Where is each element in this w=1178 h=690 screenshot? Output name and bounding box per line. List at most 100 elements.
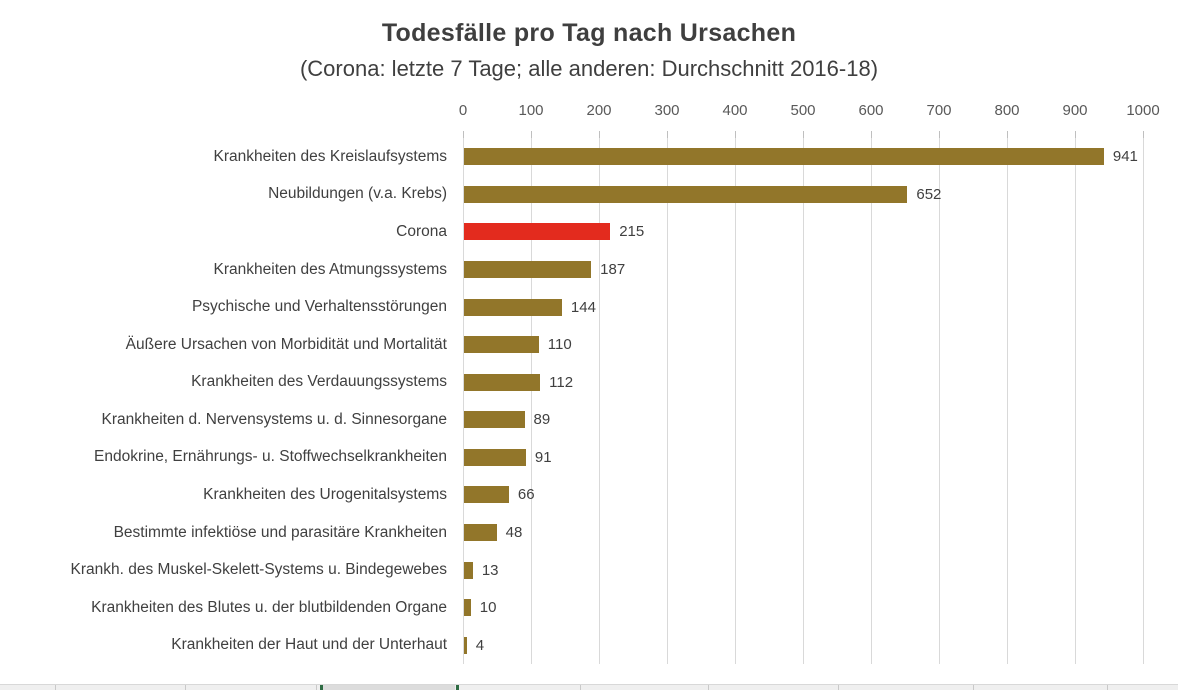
x-axis-tick-label: 500 xyxy=(790,102,816,119)
x-axis-tick-label: 100 xyxy=(518,102,544,119)
bar-row: Corona 215 xyxy=(0,213,1178,251)
bar xyxy=(464,261,592,279)
category-label: Krankheiten des Atmungssystems xyxy=(213,260,447,278)
bar xyxy=(464,373,541,391)
bar-track: 652 xyxy=(463,176,1178,214)
category-label: Bestimmte infektiöse und parasitäre Kran… xyxy=(113,523,447,541)
edge-separator xyxy=(1107,685,1108,690)
gridline xyxy=(599,138,600,664)
x-axis-tick-label: 300 xyxy=(654,102,680,119)
bar-rows: Krankheiten des Kreislaufsystems 941 Neubi… xyxy=(0,138,1178,664)
bar-row: Endokrine, Ernährungs- u. Stoffwechselkr… xyxy=(0,439,1178,477)
gridline xyxy=(531,138,532,664)
x-axis-tick-label: 700 xyxy=(926,102,952,119)
edge-shaded-segment xyxy=(322,685,455,690)
category-label: Krankheiten des Urogenitalsystems xyxy=(203,485,447,503)
chart-title: Todesfälle pro Tag nach Ursachen xyxy=(381,19,797,47)
x-axis-tick-label: 800 xyxy=(994,102,1020,119)
bar-track: 215 xyxy=(463,213,1178,251)
value-label: 187 xyxy=(600,261,626,279)
bar-row: Krankheiten d. Nervensystems u. d. Sinne… xyxy=(0,401,1178,439)
x-axis-tick-label: 400 xyxy=(722,102,748,119)
edge-green-mark xyxy=(456,685,459,690)
value-label: 652 xyxy=(916,185,942,203)
bar xyxy=(464,336,539,354)
x-axis-tick-mark xyxy=(463,131,464,140)
bar-row: Äußere Ursachen von Morbidität und Morta… xyxy=(0,326,1178,364)
bar-row: Krankheiten des Urogenitalsystems 66 xyxy=(0,476,1178,514)
bar xyxy=(464,148,1104,166)
x-axis-tick-mark xyxy=(871,131,872,140)
bar-track: 112 xyxy=(463,363,1178,401)
edge-separator xyxy=(973,685,974,690)
category-label: Endokrine, Ernährungs- u. Stoffwechselkr… xyxy=(94,448,447,466)
category-label: Krankheiten d. Nervensystems u. d. Sinne… xyxy=(101,410,448,428)
bar xyxy=(464,298,562,316)
bar-row: Krankheiten des Blutes u. der blutbilden… xyxy=(0,589,1178,627)
gridline xyxy=(1075,138,1076,664)
value-label: 89 xyxy=(533,411,551,429)
x-axis-tick-mark xyxy=(735,131,736,140)
x-axis-tick-label: 600 xyxy=(858,102,884,119)
x-axis-tick-label: 200 xyxy=(586,102,612,119)
x-axis-tick-label: 1000 xyxy=(1126,102,1160,119)
bar-corona-highlight xyxy=(464,223,611,241)
edge-green-mark xyxy=(320,685,323,690)
value-label: 10 xyxy=(479,599,497,617)
category-label: Krankheiten der Haut und der Unterhaut xyxy=(171,636,447,654)
bar xyxy=(464,599,471,617)
value-label: 110 xyxy=(547,336,572,354)
category-label: Neubildungen (v.a. Krebs) xyxy=(268,185,447,203)
x-axis-tick-mark xyxy=(803,131,804,140)
x-axis-tick-mark xyxy=(667,131,668,140)
bar xyxy=(464,636,467,654)
category-label: Krankheiten des Verdauungssystems xyxy=(191,373,447,391)
bar-track: 89 xyxy=(463,401,1178,439)
bar-track: 48 xyxy=(463,514,1178,552)
x-axis-tick-mark xyxy=(939,131,940,140)
value-label: 4 xyxy=(475,636,485,654)
bar-row: Krankheiten des Atmungssystems 187 xyxy=(0,251,1178,289)
bar xyxy=(464,411,525,429)
bar-track: 187 xyxy=(463,251,1178,289)
x-axis-tick-mark xyxy=(1075,131,1076,140)
bar-row: Krankh. des Muskel-Skelett-Systems u. Bi… xyxy=(0,551,1178,589)
bar-track: 13 xyxy=(463,551,1178,589)
value-label: 13 xyxy=(481,561,499,579)
bar-track: 144 xyxy=(463,288,1178,326)
x-axis-tick-mark xyxy=(1143,131,1144,140)
category-label: Corona xyxy=(396,222,447,240)
value-label: 91 xyxy=(534,448,552,466)
gridline xyxy=(667,138,668,664)
bar xyxy=(464,448,526,466)
bar-row: Krankheiten des Kreislaufsystems 941 xyxy=(0,138,1178,176)
edge-separator xyxy=(838,685,839,690)
value-label: 941 xyxy=(1112,148,1138,166)
cropped-spreadsheet-edge xyxy=(0,684,1178,690)
chart-subtitle: (Corona: letzte 7 Tage; alle anderen: Du… xyxy=(299,56,879,81)
bar-row: Bestimmte infektiöse und parasitäre Kran… xyxy=(0,514,1178,552)
category-label: Psychische und Verhaltensstörungen xyxy=(191,298,447,316)
gridline xyxy=(1007,138,1008,664)
x-axis-tick-mark xyxy=(599,131,600,140)
bar-row: Psychische und Verhaltensstörungen 144 xyxy=(0,288,1178,326)
bar xyxy=(464,486,509,504)
bar-row: Krankheiten der Haut und der Unterhaut 4 xyxy=(0,627,1178,665)
bar-track: 91 xyxy=(463,439,1178,477)
edge-separator xyxy=(580,685,581,690)
plot-area xyxy=(463,138,1145,664)
edge-separator xyxy=(316,685,317,690)
edge-separator xyxy=(708,685,709,690)
value-label: 215 xyxy=(619,223,645,241)
gridline xyxy=(871,138,872,664)
gridline xyxy=(463,138,464,664)
bar xyxy=(464,524,497,542)
bar xyxy=(464,561,473,579)
bar-row: Krankheiten des Verdauungssystems 112 xyxy=(0,363,1178,401)
bar-track: 4 xyxy=(463,627,1178,665)
x-axis-tick-mark xyxy=(1007,131,1008,140)
gridline xyxy=(735,138,736,664)
edge-separator xyxy=(55,685,56,690)
bar-track: 110 xyxy=(463,326,1178,364)
edge-separator xyxy=(185,685,186,690)
